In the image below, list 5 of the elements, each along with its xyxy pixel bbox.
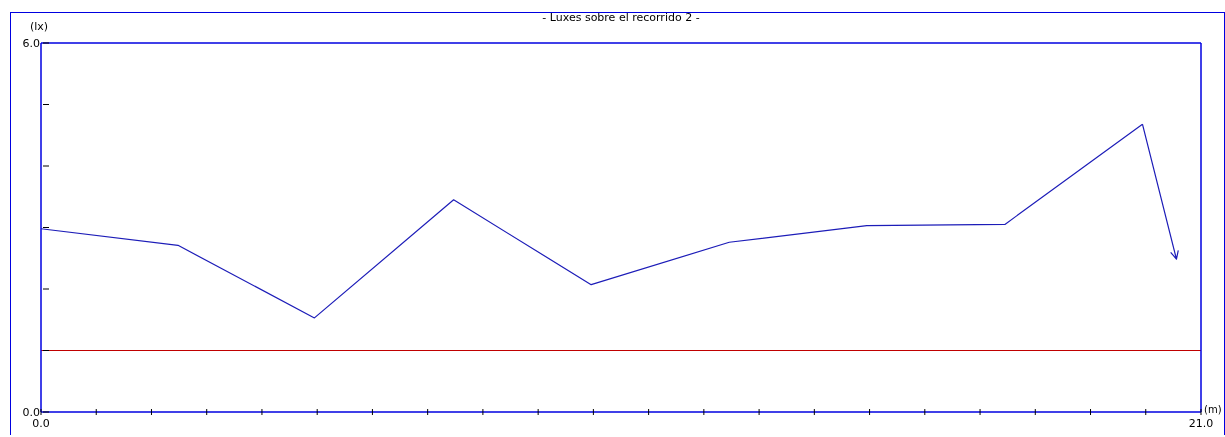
y-axis-title: (lx) — [30, 20, 49, 33]
chart-title: - Luxes sobre el recorrido 2 - — [542, 11, 700, 24]
x-axis-title: (m) — [1204, 404, 1222, 415]
y-tick-label: 6.0 — [22, 37, 40, 50]
x-tick-label: 21.0 — [1188, 417, 1214, 430]
